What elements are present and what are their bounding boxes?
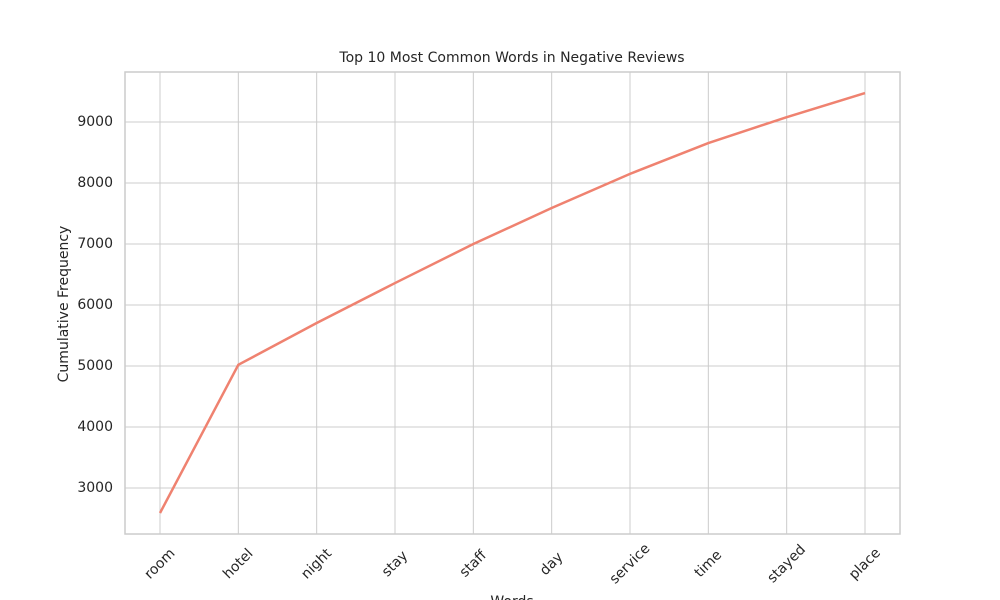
x-tick-label: hotel [220, 546, 256, 582]
y-axis-label: Cumulative Frequency [56, 226, 72, 383]
x-tick-label: place [846, 545, 884, 583]
x-tick-label: staff [457, 547, 490, 580]
x-tick-label: time [691, 547, 725, 581]
plot-frame [124, 71, 901, 535]
x-tick-label: stay [379, 548, 411, 580]
x-tick-label: stayed [764, 542, 809, 587]
y-tick-label: 7000 [77, 236, 113, 252]
y-tick-label: 5000 [77, 358, 113, 374]
x-axis-label: Words [490, 594, 533, 600]
x-tick-label: room [142, 546, 179, 583]
y-tick-label: 9000 [77, 114, 113, 130]
data-line [158, 91, 866, 514]
x-tick-label: day [537, 549, 567, 579]
x-tick-label: night [298, 545, 335, 582]
x-tick-label: service [607, 541, 654, 588]
chart-title: Top 10 Most Common Words in Negative Rev… [338, 50, 684, 66]
y-tick-label: 6000 [77, 297, 113, 313]
y-tick-label: 8000 [77, 175, 113, 191]
y-tick-label: 3000 [77, 480, 113, 496]
y-tick-label: 4000 [77, 419, 113, 435]
